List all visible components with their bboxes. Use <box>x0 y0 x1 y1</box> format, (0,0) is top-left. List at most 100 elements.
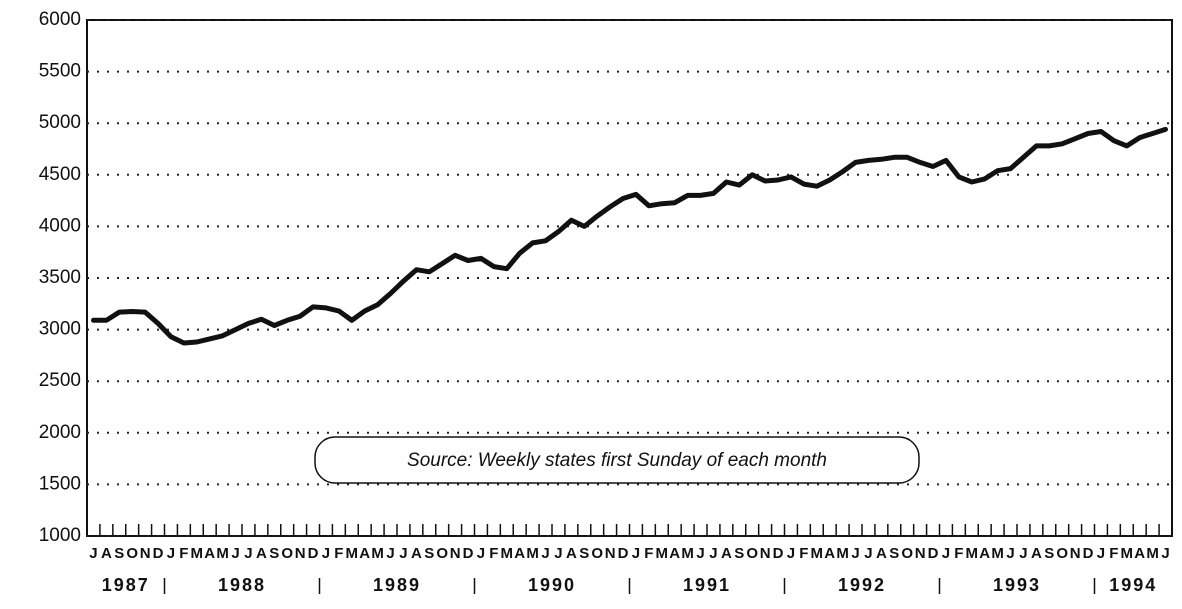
y-tick-label: 3500 <box>39 267 81 288</box>
x-tick-label: N <box>915 545 926 562</box>
x-tick-label: J <box>632 545 640 562</box>
x-tick-label: A <box>204 545 215 562</box>
x-tick-label: M <box>681 545 694 562</box>
x-tick-label: S <box>734 545 744 562</box>
year-label: 1991 <box>683 575 731 595</box>
x-tick-label: S <box>579 545 589 562</box>
x-tick-label: N <box>295 545 306 562</box>
x-tick-label: N <box>605 545 616 562</box>
x-tick-label: J <box>541 545 549 562</box>
annotation-box <box>314 436 920 484</box>
y-tick-label: 2000 <box>39 422 81 443</box>
x-tick-label: J <box>554 545 562 562</box>
x-tick-label: F <box>644 545 653 562</box>
y-tick-label: 1500 <box>39 473 81 494</box>
year-label: 1990 <box>528 575 576 595</box>
x-tick-label: D <box>773 545 784 562</box>
y-tick-label: 4000 <box>39 215 81 236</box>
x-tick-label: A <box>1031 545 1042 562</box>
x-tick-label: A <box>721 545 732 562</box>
x-tick-label: A <box>1134 545 1145 562</box>
x-tick-label: O <box>746 545 758 562</box>
y-tick-label: 2500 <box>39 370 81 391</box>
year-label: 1989 <box>373 575 421 595</box>
x-tick-label: O <box>281 545 293 562</box>
x-tick-label: O <box>901 545 913 562</box>
x-tick-label: J <box>696 545 704 562</box>
x-tick-label: F <box>1109 545 1118 562</box>
x-tick-label: N <box>450 545 461 562</box>
x-tick-label: A <box>256 545 267 562</box>
x-tick-label: A <box>566 545 577 562</box>
x-tick-label: A <box>876 545 887 562</box>
x-tick-label: S <box>1044 545 1054 562</box>
x-tick-label: J <box>1161 545 1169 562</box>
x-tick-label: D <box>308 545 319 562</box>
x-tick-label: M <box>526 545 539 562</box>
x-tick-label: M <box>371 545 384 562</box>
x-tick-label: D <box>928 545 939 562</box>
x-tick-label: J <box>851 545 859 562</box>
x-tick-label: M <box>966 545 979 562</box>
x-tick-label: J <box>231 545 239 562</box>
x-tick-label: J <box>864 545 872 562</box>
x-tick-label: O <box>126 545 138 562</box>
x-tick-label: J <box>167 545 175 562</box>
year-label: 1988 <box>218 575 266 595</box>
x-tick-label: A <box>359 545 370 562</box>
x-tick-label: M <box>991 545 1004 562</box>
y-tick-label: 6000 <box>39 9 81 30</box>
x-tick-label: J <box>386 545 394 562</box>
x-tick-label: M <box>1121 545 1134 562</box>
x-tick-label: O <box>436 545 448 562</box>
x-tick-label: M <box>656 545 669 562</box>
x-tick-label: D <box>1083 545 1094 562</box>
annotation: Source: Weekly states first Sunday of ea… <box>407 450 827 471</box>
x-tick-label: J <box>477 545 485 562</box>
year-label: 1994 <box>1109 575 1157 595</box>
x-tick-label: N <box>140 545 151 562</box>
x-tick-label: S <box>424 545 434 562</box>
data-line <box>91 126 1168 346</box>
x-tick-label: J <box>244 545 252 562</box>
x-tick-label: S <box>889 545 899 562</box>
x-tick-label: M <box>811 545 824 562</box>
x-tick-label: J <box>787 545 795 562</box>
x-tick-label: D <box>618 545 629 562</box>
x-tick-label: M <box>836 545 849 562</box>
y-tick-label: 4500 <box>39 164 81 185</box>
x-tick-label: O <box>1056 545 1068 562</box>
x-tick-label: D <box>153 545 164 562</box>
x-tick-label: D <box>463 545 474 562</box>
x-tick-label: A <box>824 545 835 562</box>
y-tick-label: 3000 <box>39 319 81 340</box>
x-tick-label: J <box>1019 545 1027 562</box>
x-tick-label: N <box>760 545 771 562</box>
y-tick-label: 5000 <box>39 112 81 133</box>
x-tick-label: S <box>114 545 124 562</box>
x-tick-label: M <box>216 545 229 562</box>
x-tick-label: A <box>514 545 525 562</box>
y-tick-label: 5500 <box>39 61 81 82</box>
x-tick-label: A <box>669 545 680 562</box>
x-tick-label: N <box>1070 545 1081 562</box>
year-label: 1993 <box>993 575 1041 595</box>
x-tick-label: A <box>979 545 990 562</box>
x-tick-label: M <box>346 545 359 562</box>
y-tick-label: 1000 <box>39 525 81 546</box>
x-tick-label: J <box>1006 545 1014 562</box>
x-tick-label: J <box>89 545 97 562</box>
x-tick-label: F <box>489 545 498 562</box>
x-tick-label: F <box>179 545 188 562</box>
x-tick-label: M <box>1146 545 1159 562</box>
x-tick-label: A <box>101 545 112 562</box>
x-tick-label: M <box>501 545 514 562</box>
x-tick-label: J <box>399 545 407 562</box>
year-label: 1992 <box>838 575 886 595</box>
x-tick-label: F <box>954 545 963 562</box>
x-tick-label: J <box>709 545 717 562</box>
x-tick-label: F <box>799 545 808 562</box>
x-tick-label: O <box>591 545 603 562</box>
x-tick-label: A <box>411 545 422 562</box>
